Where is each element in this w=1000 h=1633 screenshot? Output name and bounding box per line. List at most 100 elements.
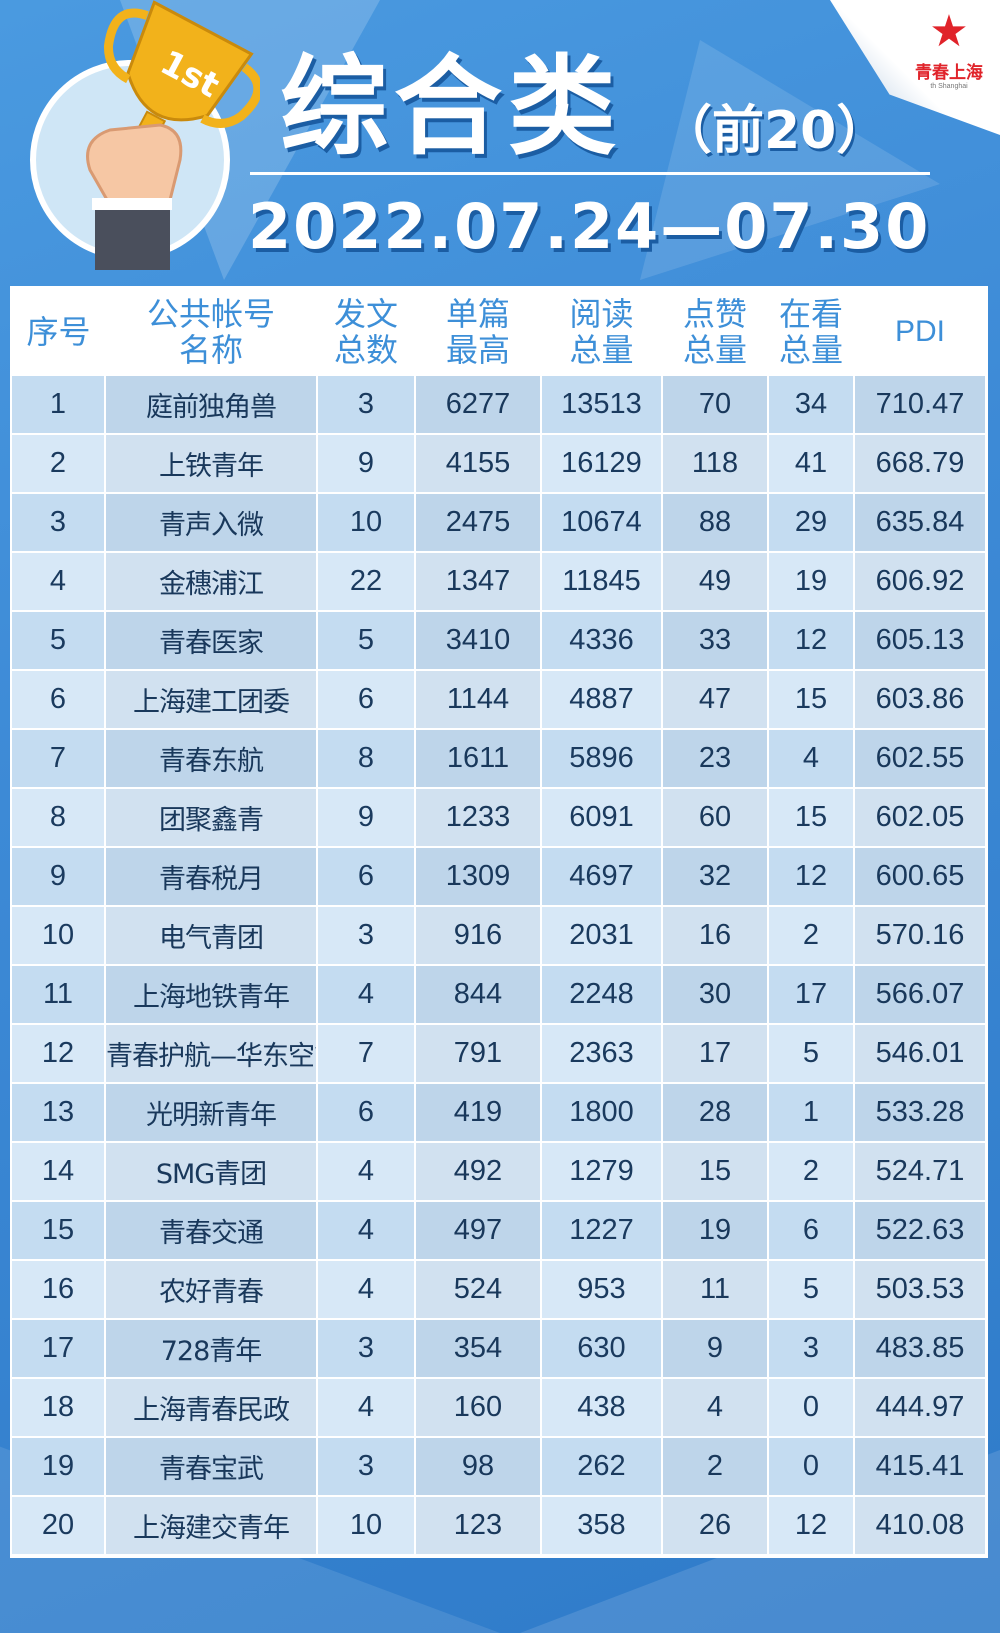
table-cell: 953 [541,1260,663,1320]
table-cell: 10 [12,906,106,966]
table-cell: 19 [12,1437,106,1497]
table-row: 2 上铁青年 9 4155 16129 118 41 668.79 [12,434,987,494]
table-cell: 10674 [541,493,663,553]
table-cell: 262 [541,1437,663,1497]
table-cell: 1227 [541,1201,663,1261]
table-cell: 28 [662,1083,769,1143]
column-header-line: 总量 [569,331,634,369]
account-name-cell: 青春护航—华东空管 [105,1024,318,1084]
account-name-cell: 庭前独角兽 [105,376,318,435]
table-cell: 47 [662,670,769,730]
table-cell: 12 [12,1024,106,1084]
account-name-cell: 农好青春 [105,1260,318,1320]
column-header-line: 单篇 [445,295,510,333]
table-cell: 19 [662,1201,769,1261]
table-cell: 9 [317,434,416,494]
column-header: 公共帐号 名称 [105,288,317,376]
table-cell: 1611 [415,729,542,789]
table-cell: 1233 [415,788,542,848]
table-cell: 668.79 [854,434,987,494]
table-cell: 4 [12,552,106,612]
account-name-cell: 金穗浦江 [105,552,318,612]
table-cell: 41 [768,434,855,494]
table-cell: 12 [768,611,855,671]
table-cell: 606.92 [854,552,987,612]
column-header-line: 总量 [682,331,747,369]
table-cell: 570.16 [854,906,987,966]
account-name-cell: 青春交通 [105,1201,318,1261]
table-cell: 5896 [541,729,663,789]
table-cell: 30 [662,965,769,1025]
account-name-cell: 青春宝武 [105,1437,318,1497]
column-header-line: 总数 [333,331,398,369]
account-name-cell: 光明新青年 [105,1083,318,1143]
table-row: 5 青春医家 5 3410 4336 33 12 605.13 [12,611,987,671]
table-cell: 26 [662,1496,769,1556]
table-row: 20 上海建交青年 10 123 358 26 12 410.08 [12,1496,987,1556]
table-row: 16 农好青春 4 524 953 11 5 503.53 [12,1260,987,1320]
account-name-cell: 团聚鑫青 [105,788,318,848]
table-cell: 2248 [541,965,663,1025]
account-name-cell: 青声入微 [105,493,318,553]
table-cell: 358 [541,1496,663,1556]
table-row: 14 SMG青团 4 492 1279 15 2 524.71 [12,1142,987,1202]
table-cell: 34 [768,376,855,435]
table-cell: 710.47 [854,376,987,435]
column-header: PDI [854,288,986,376]
account-name-cell: 上海建工团委 [105,670,318,730]
table-row: 6 上海建工团委 6 1144 4887 47 15 603.86 [12,670,987,730]
table-row: 7 青春东航 8 1611 5896 23 4 602.55 [12,729,987,789]
table-cell: 1 [768,1083,855,1143]
table-cell: 497 [415,1201,542,1261]
table-cell: 9 [662,1319,769,1379]
table-cell: 32 [662,847,769,907]
table-cell: 118 [662,434,769,494]
table-cell: 88 [662,493,769,553]
table-cell: 19 [768,552,855,612]
column-header-line: 最高 [445,331,510,369]
table-cell: 4 [317,1142,416,1202]
table-cell: 1144 [415,670,542,730]
table-cell: 12 [768,1496,855,1556]
table-cell: 6277 [415,376,542,435]
page-title: 综合类 [280,45,623,170]
ranking-table: 序号 公共帐号 名称 发文 总数 单篇 最高 阅读 总量 点赞 总量 在看 总量 PDI 1 庭前独角兽 3 6… [10,286,988,1558]
table-header-row: 序号 公共帐号 名称 发文 总数 单篇 最高 阅读 总量 点赞 总量 在看 总量 PDI [12,288,986,376]
table-cell: 20 [12,1496,106,1556]
table-cell: 503.53 [854,1260,987,1320]
table-cell: 123 [415,1496,542,1556]
table-row: 12 青春护航—华东空管 7 791 2363 17 5 546.01 [12,1024,987,1084]
table-cell: 791 [415,1024,542,1084]
table-cell: 3 [768,1319,855,1379]
table-cell: 8 [317,729,416,789]
table-cell: 5 [12,611,106,671]
brand-name: 青春上海 [915,63,983,83]
table-row: 19 青春宝武 3 98 262 2 0 415.41 [12,1437,987,1497]
table-cell: 2 [768,906,855,966]
table-cell: 4 [768,729,855,789]
table-cell: 3 [12,493,106,553]
table-row: 15 青春交通 4 497 1227 19 6 522.63 [12,1201,987,1261]
table-cell: 1800 [541,1083,663,1143]
table-row: 8 团聚鑫青 9 1233 6091 60 15 602.05 [12,788,987,848]
table-body: 1 庭前独角兽 3 6277 13513 70 34 710.47 2 上铁青年 9 4155 1612… [12,376,987,1556]
column-header-line: 总量 [778,331,843,369]
table-cell: 160 [415,1378,542,1438]
account-name-cell: 青春医家 [105,611,318,671]
table-cell: 483.85 [854,1319,987,1379]
table-cell: 4155 [415,434,542,494]
table-cell: 566.07 [854,965,987,1025]
account-name-cell: 上海青春民政 [105,1378,318,1438]
table-cell: 12 [768,847,855,907]
star-icon: ★ [929,6,969,57]
table-cell: 16129 [541,434,663,494]
table-cell: 844 [415,965,542,1025]
table-cell: 2 [12,434,106,494]
column-header: 阅读 总量 [541,288,662,376]
table-cell: 5 [768,1260,855,1320]
table-cell: 635.84 [854,493,987,553]
column-header-line: 在看 [778,295,843,333]
column-header-line: 阅读 [569,295,634,333]
account-name-cell: 上铁青年 [105,434,318,494]
table-cell: 6 [317,670,416,730]
